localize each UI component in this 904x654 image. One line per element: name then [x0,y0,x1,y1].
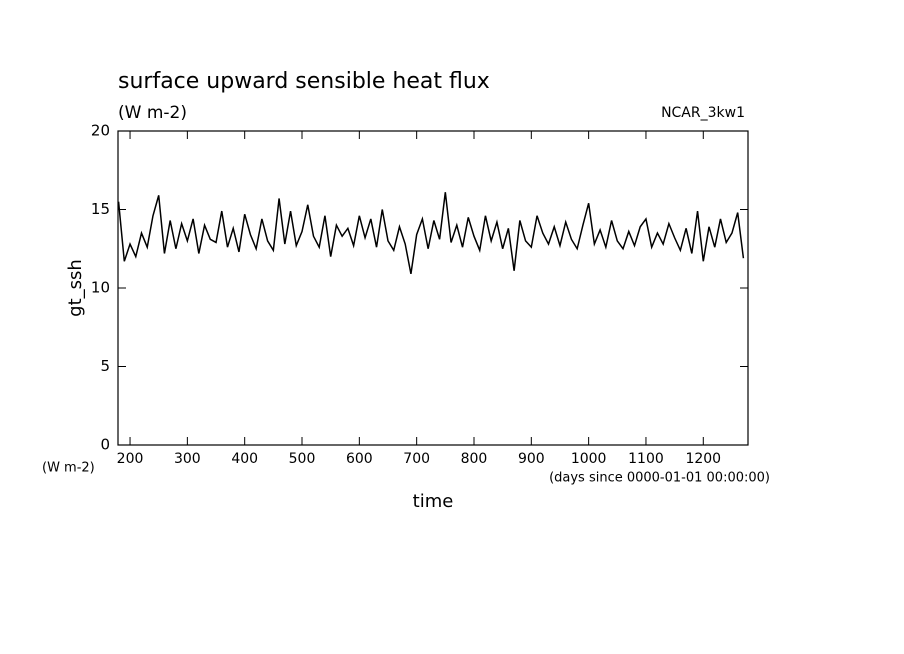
x-tick-label: 200 [117,451,144,467]
x-tick-label: 300 [174,451,201,467]
y-tick-label: 15 [91,200,110,218]
y-axis-label: gt_ssh [65,259,86,317]
y-tick-label: 20 [91,122,110,140]
x-tick-label: 1200 [685,451,721,467]
x-unit: (days since 0000-01-01 00:00:00) [549,471,770,486]
x-axis-label: time [413,491,454,512]
x-tick-label: 1000 [571,451,607,467]
x-tick-label: 400 [231,451,258,467]
plot-frame [117,130,749,446]
data-line [117,192,745,275]
x-tick-label: 600 [346,451,373,467]
source-label: NCAR_3kw1 [661,105,745,121]
chart-subtitle: (W m-2) [118,103,187,123]
x-tick-label: 500 [289,451,316,467]
y-tick-label: 0 [100,436,110,454]
y-tick-label: 10 [91,279,110,297]
x-tick-label: 700 [403,451,430,467]
chart-title: surface upward sensible heat flux [118,69,490,94]
x-tick-label: 800 [461,451,488,467]
x-tick-label: 1100 [628,451,664,467]
y-tick-label: 5 [100,357,110,375]
x-tick-label: 900 [518,451,545,467]
y-unit: (W m-2) [42,461,95,476]
